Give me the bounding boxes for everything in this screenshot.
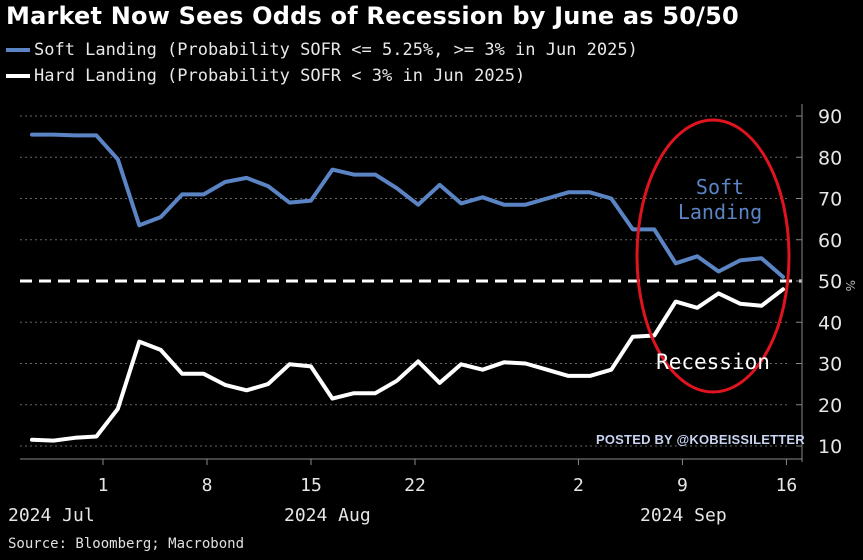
x-month-label: 2024 Sep <box>640 505 727 526</box>
y-unit-label: % <box>843 280 857 291</box>
series-soft-landing-line <box>30 132 785 279</box>
y-tick-label: 90 <box>818 106 842 128</box>
legend-label-soft-landing: Soft Landing (Probability SOFR <= 5.25%,… <box>34 40 638 60</box>
y-tick-label: 80 <box>818 147 842 169</box>
watermark: POSTED BY @KOBEISSILETTER <box>596 432 805 447</box>
y-tick-label: 60 <box>818 230 842 252</box>
x-tick-label: 15 <box>300 475 322 496</box>
x-tick-label: 1 <box>98 475 109 496</box>
y-tick-label: 50 <box>818 271 842 293</box>
legend-swatch-soft-landing <box>6 48 30 52</box>
y-tick-label: 30 <box>818 354 842 376</box>
y-tick-label: 40 <box>818 312 842 334</box>
source-note: Source: Bloomberg; Macrobond <box>8 536 245 552</box>
series-hard-landing-line <box>30 287 785 443</box>
series-group <box>30 132 785 443</box>
highlight-ellipse <box>635 118 791 394</box>
annotation-soft-line2: Landing <box>678 200 762 224</box>
x-tick-label: 9 <box>677 475 688 496</box>
gridlines <box>20 115 802 447</box>
x-tick-label: 2 <box>573 475 584 496</box>
annotation-recession: Recession <box>656 350 770 374</box>
legend-item-soft-landing: Soft Landing (Probability SOFR <= 5.25%,… <box>6 40 638 60</box>
chart-title: Market Now Sees Odds of Recession by Jun… <box>6 2 739 30</box>
y-tick-label: 10 <box>818 436 842 458</box>
x-tick-label: 16 <box>776 475 798 496</box>
x-tick-label: 8 <box>202 475 213 496</box>
x-month-label: 2024 Aug <box>284 505 371 526</box>
annotation-soft-line1: Soft <box>696 175 744 199</box>
annotations: Soft Landing Recession % <box>635 118 857 394</box>
y-tick-label: 20 <box>818 395 842 417</box>
legend-swatch-hard-landing <box>6 74 30 78</box>
legend-item-hard-landing: Hard Landing (Probability SOFR < 3% in J… <box>6 66 525 86</box>
legend-label-hard-landing: Hard Landing (Probability SOFR < 3% in J… <box>34 66 526 86</box>
x-tick-label: 22 <box>404 475 426 496</box>
y-tick-label: 70 <box>818 189 842 211</box>
x-month-label: 2024 Jul <box>8 505 95 526</box>
